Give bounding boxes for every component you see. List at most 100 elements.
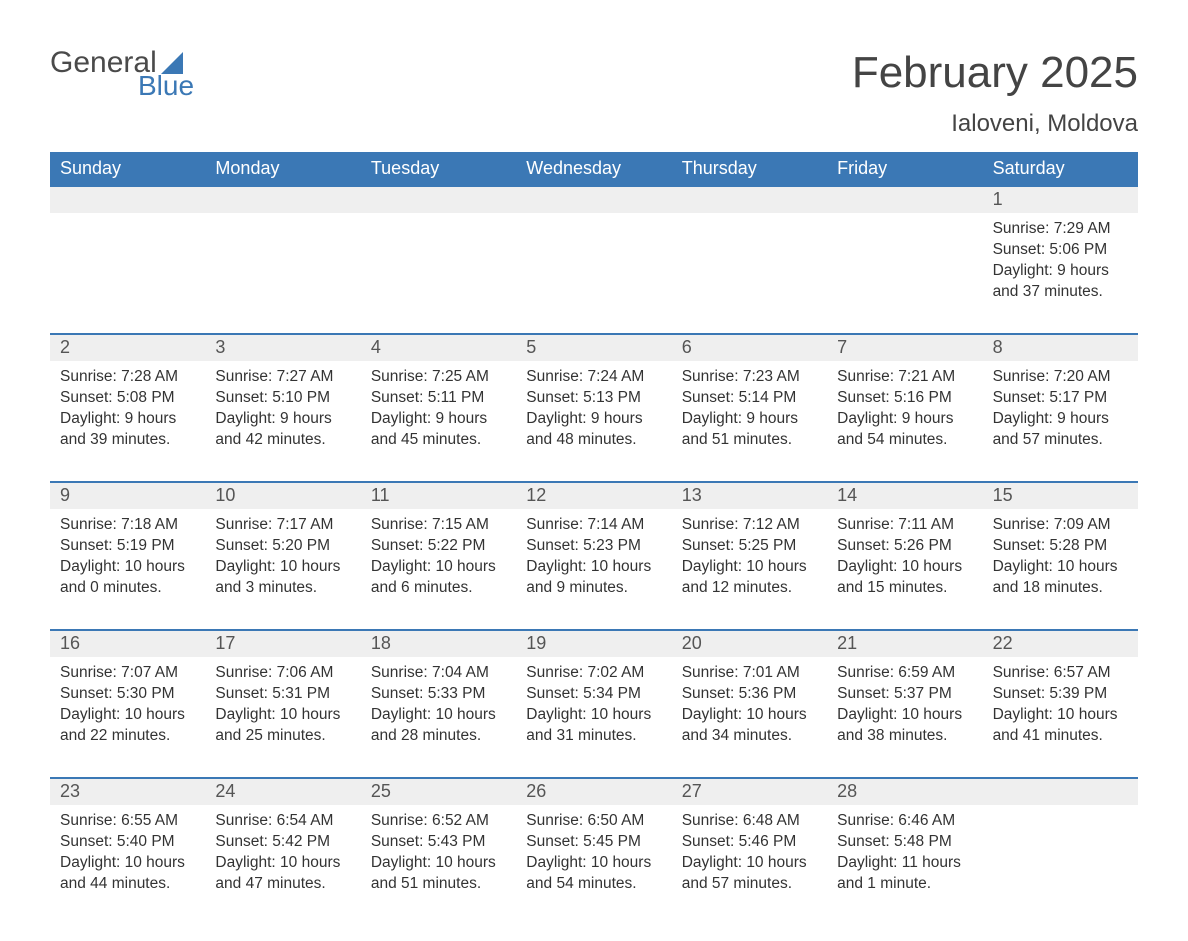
day-cell: Sunrise: 7:01 AMSunset: 5:36 PMDaylight:… (672, 657, 827, 753)
sunrise-label: Sunrise: 7:14 AM (526, 515, 661, 536)
sunset-label: Sunset: 5:36 PM (682, 684, 817, 705)
dl2-label: and 57 minutes. (993, 430, 1128, 451)
day-number: 16 (50, 631, 205, 657)
day-number: 20 (672, 631, 827, 657)
day-number: 26 (516, 779, 671, 805)
sunset-label: Sunset: 5:16 PM (837, 388, 972, 409)
day-number: 10 (205, 483, 360, 509)
dl1-label: Daylight: 9 hours (215, 409, 350, 430)
sunrise-label: Sunrise: 7:29 AM (993, 219, 1128, 240)
sunset-label: Sunset: 5:06 PM (993, 240, 1128, 261)
dl2-label: and 51 minutes. (371, 874, 506, 895)
day-number: 28 (827, 779, 982, 805)
dow-tuesday: Tuesday (361, 152, 516, 187)
day-number: 23 (50, 779, 205, 805)
calendar-page: General Blue February 2025 Ialoveni, Mol… (0, 0, 1188, 941)
day-cell: Sunrise: 7:25 AMSunset: 5:11 PMDaylight:… (361, 361, 516, 457)
sunset-label: Sunset: 5:20 PM (215, 536, 350, 557)
sunrise-label: Sunrise: 7:27 AM (215, 367, 350, 388)
dl2-label: and 12 minutes. (682, 578, 817, 599)
sunset-label: Sunset: 5:34 PM (526, 684, 661, 705)
sunset-label: Sunset: 5:48 PM (837, 832, 972, 853)
dl2-label: and 37 minutes. (993, 282, 1128, 303)
sunset-label: Sunset: 5:19 PM (60, 536, 195, 557)
dl2-label: and 9 minutes. (526, 578, 661, 599)
sunset-label: Sunset: 5:33 PM (371, 684, 506, 705)
calendar-week: 232425262728Sunrise: 6:55 AMSunset: 5:40… (50, 777, 1138, 901)
dl1-label: Daylight: 10 hours (215, 705, 350, 726)
sunrise-label: Sunrise: 7:07 AM (60, 663, 195, 684)
dl2-label: and 3 minutes. (215, 578, 350, 599)
dl2-label: and 47 minutes. (215, 874, 350, 895)
dl1-label: Daylight: 11 hours (837, 853, 972, 874)
dow-monday: Monday (205, 152, 360, 187)
day-number: 8 (983, 335, 1138, 361)
sunset-label: Sunset: 5:08 PM (60, 388, 195, 409)
brand-blue: Blue (138, 72, 194, 100)
dl2-label: and 1 minute. (837, 874, 972, 895)
dow-thursday: Thursday (672, 152, 827, 187)
day-number: 2 (50, 335, 205, 361)
sunset-label: Sunset: 5:14 PM (682, 388, 817, 409)
day-number: 11 (361, 483, 516, 509)
day-cell: Sunrise: 7:29 AMSunset: 5:06 PMDaylight:… (983, 213, 1138, 309)
sunset-label: Sunset: 5:28 PM (993, 536, 1128, 557)
day-cell: Sunrise: 7:18 AMSunset: 5:19 PMDaylight:… (50, 509, 205, 605)
day-cell: Sunrise: 7:07 AMSunset: 5:30 PMDaylight:… (50, 657, 205, 753)
dl2-label: and 45 minutes. (371, 430, 506, 451)
dl2-label: and 0 minutes. (60, 578, 195, 599)
dl1-label: Daylight: 9 hours (60, 409, 195, 430)
day-number (205, 187, 360, 213)
dl1-label: Daylight: 9 hours (526, 409, 661, 430)
dl1-label: Daylight: 10 hours (60, 557, 195, 578)
day-number: 27 (672, 779, 827, 805)
dl2-label: and 44 minutes. (60, 874, 195, 895)
dl2-label: and 38 minutes. (837, 726, 972, 747)
dl2-label: and 28 minutes. (371, 726, 506, 747)
dl1-label: Daylight: 10 hours (837, 705, 972, 726)
day-cell (361, 213, 516, 309)
day-number (361, 187, 516, 213)
dl2-label: and 22 minutes. (60, 726, 195, 747)
sunset-label: Sunset: 5:46 PM (682, 832, 817, 853)
day-number (827, 187, 982, 213)
day-cell: Sunrise: 7:24 AMSunset: 5:13 PMDaylight:… (516, 361, 671, 457)
day-number: 1 (983, 187, 1138, 213)
day-cell (983, 805, 1138, 901)
daynum-band: 9101112131415 (50, 483, 1138, 509)
dl2-label: and 31 minutes. (526, 726, 661, 747)
day-cell: Sunrise: 6:50 AMSunset: 5:45 PMDaylight:… (516, 805, 671, 901)
dl1-label: Daylight: 10 hours (371, 557, 506, 578)
sunrise-label: Sunrise: 7:24 AM (526, 367, 661, 388)
dl1-label: Daylight: 10 hours (526, 853, 661, 874)
sunrise-label: Sunrise: 7:09 AM (993, 515, 1128, 536)
day-cell: Sunrise: 7:12 AMSunset: 5:25 PMDaylight:… (672, 509, 827, 605)
day-number: 3 (205, 335, 360, 361)
location-label: Ialoveni, Moldova (852, 110, 1138, 138)
dow-wednesday: Wednesday (516, 152, 671, 187)
sunset-label: Sunset: 5:31 PM (215, 684, 350, 705)
dl2-label: and 15 minutes. (837, 578, 972, 599)
calendar-week: 1Sunrise: 7:29 AMSunset: 5:06 PMDaylight… (50, 187, 1138, 309)
day-number: 18 (361, 631, 516, 657)
day-cell: Sunrise: 7:15 AMSunset: 5:22 PMDaylight:… (361, 509, 516, 605)
daynum-band: 2345678 (50, 335, 1138, 361)
calendar-week: 16171819202122Sunrise: 7:07 AMSunset: 5:… (50, 629, 1138, 753)
day-cell: Sunrise: 7:28 AMSunset: 5:08 PMDaylight:… (50, 361, 205, 457)
day-cell: Sunrise: 7:02 AMSunset: 5:34 PMDaylight:… (516, 657, 671, 753)
daynum-band: 1 (50, 187, 1138, 213)
day-cell: Sunrise: 6:59 AMSunset: 5:37 PMDaylight:… (827, 657, 982, 753)
sunset-label: Sunset: 5:30 PM (60, 684, 195, 705)
sunset-label: Sunset: 5:45 PM (526, 832, 661, 853)
day-cell: Sunrise: 7:23 AMSunset: 5:14 PMDaylight:… (672, 361, 827, 457)
dl2-label: and 54 minutes. (837, 430, 972, 451)
dow-saturday: Saturday (983, 152, 1138, 187)
day-number: 12 (516, 483, 671, 509)
header: General Blue February 2025 Ialoveni, Mol… (50, 48, 1138, 138)
sunset-label: Sunset: 5:42 PM (215, 832, 350, 853)
sunset-label: Sunset: 5:39 PM (993, 684, 1128, 705)
dl1-label: Daylight: 10 hours (60, 705, 195, 726)
day-cell: Sunrise: 7:17 AMSunset: 5:20 PMDaylight:… (205, 509, 360, 605)
sunrise-label: Sunrise: 7:06 AM (215, 663, 350, 684)
sunrise-label: Sunrise: 7:23 AM (682, 367, 817, 388)
